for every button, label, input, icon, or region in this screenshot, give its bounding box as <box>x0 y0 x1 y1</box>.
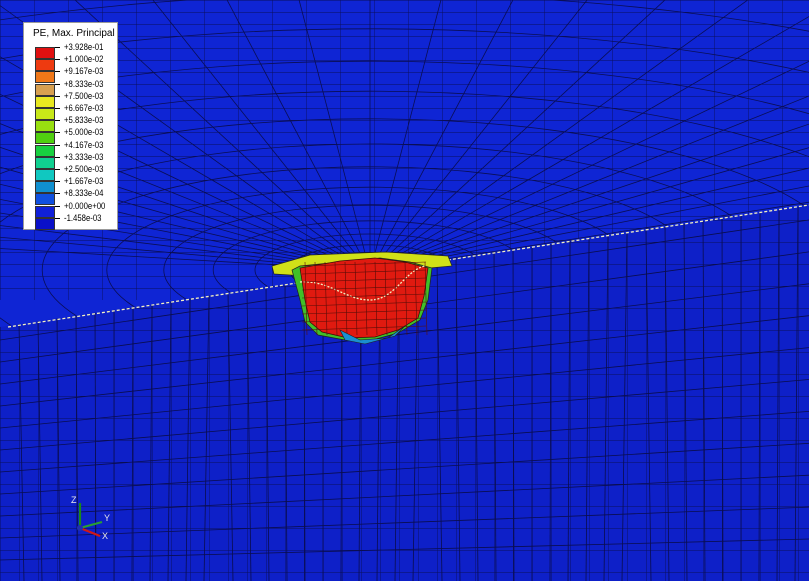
axis-y-label: Y <box>104 513 111 523</box>
legend-swatch <box>35 156 55 169</box>
legend-tick <box>55 169 60 170</box>
indent-profile <box>299 265 426 301</box>
plastic-zone[interactable] <box>271 251 453 345</box>
front-face-mesh <box>0 207 809 581</box>
legend-swatch <box>35 181 55 194</box>
legend-swatch <box>35 47 55 59</box>
legend-swatch <box>35 108 55 120</box>
plastic-zone-base <box>339 325 406 345</box>
legend-tick <box>55 120 60 122</box>
legend-tick <box>55 217 60 219</box>
legend-tick <box>55 95 60 97</box>
legend-color-scale <box>35 47 55 242</box>
legend-swatch <box>35 144 55 157</box>
legend-swatch <box>35 59 55 72</box>
legend-tick <box>55 71 60 73</box>
legend-label: +9.167e-03 <box>64 66 104 77</box>
legend-label: -1.458e-03 <box>64 212 102 223</box>
legend-tick <box>55 156 60 158</box>
legend-tick <box>55 108 60 109</box>
legend-tick <box>55 193 60 195</box>
legend-tick <box>55 59 60 61</box>
legend-label: +4.167e-03 <box>64 139 104 150</box>
plastic-zone-core <box>299 257 429 339</box>
legend-title: PE, Max. Principal <box>33 28 115 39</box>
legend-swatch <box>35 217 55 230</box>
legend-tick <box>55 132 60 134</box>
legend-tick <box>55 205 60 207</box>
legend-label: +8.333e-03 <box>64 78 104 89</box>
legend-label: +6.667e-03 <box>64 103 104 113</box>
legend-swatch <box>35 193 55 206</box>
axis-x-label: X <box>102 531 109 541</box>
contour-legend[interactable]: PE, Max. Principal +3.928e-01 +1.000e-02 +… <box>23 22 118 230</box>
legend-label: +3.928e-01 <box>64 42 104 52</box>
legend-label: +1.000e-02 <box>64 54 104 65</box>
legend-label: +7.500e-03 <box>64 90 104 101</box>
legend-swatch <box>35 169 55 181</box>
legend-tick <box>55 83 60 85</box>
legend-swatch <box>35 95 55 108</box>
legend-label: +0.000e+00 <box>64 200 106 211</box>
axis-z-label: Z <box>71 495 77 505</box>
legend-label: +5.000e-03 <box>64 127 104 138</box>
legend-label: +8.333e-04 <box>64 188 104 199</box>
legend-label: +1.667e-03 <box>64 176 104 187</box>
legend-tick <box>55 144 60 146</box>
axis-triad: Z Y X <box>62 495 122 545</box>
legend-swatch <box>35 120 55 133</box>
legend-swatch <box>35 205 55 218</box>
legend-label: +2.500e-03 <box>64 164 104 174</box>
legend-label: +3.333e-03 <box>64 151 104 162</box>
legend-swatch <box>35 83 55 96</box>
legend-tick <box>55 181 60 183</box>
legend-swatch <box>35 71 55 84</box>
legend-tick <box>55 47 60 48</box>
legend-swatch <box>35 132 55 145</box>
legend-label: +5.833e-03 <box>64 115 104 126</box>
